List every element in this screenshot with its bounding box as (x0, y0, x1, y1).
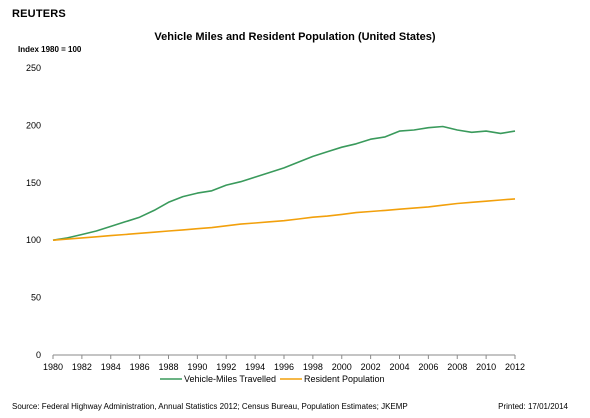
x-tick-label: 1998 (303, 362, 323, 372)
x-tick-label: 2010 (476, 362, 496, 372)
x-tick-label: 2004 (389, 362, 409, 372)
legend-label: Resident Population (304, 374, 385, 384)
x-tick-label: 2012 (505, 362, 525, 372)
brand-logo: REUTERS (12, 8, 66, 20)
x-tick-label: 1982 (72, 362, 92, 372)
y-tick-label: 250 (26, 63, 41, 73)
x-tick-label: 2006 (418, 362, 438, 372)
x-tick-label: 1990 (187, 362, 207, 372)
x-tick-label: 1992 (216, 362, 236, 372)
y-tick-label: 200 (26, 120, 41, 130)
x-tick-label: 2000 (332, 362, 352, 372)
y-tick-label: 50 (31, 293, 41, 303)
x-tick-label: 1980 (43, 362, 63, 372)
series-line-vehicle-miles (52, 125, 516, 241)
x-tick-label: 2002 (361, 362, 381, 372)
legend-label: Vehicle-Miles Travelled (184, 374, 276, 384)
printed-date: Printed: 17/01/2014 (498, 402, 568, 411)
series-line-population (52, 198, 516, 241)
index-note: Index 1980 = 100 (18, 45, 82, 54)
chart-title: Vehicle Miles and Resident Population (U… (154, 31, 436, 43)
x-tick-label: 1994 (245, 362, 265, 372)
y-tick-label: 0 (36, 350, 41, 360)
x-tick-label: 1984 (101, 362, 121, 372)
x-tick-label: 1986 (130, 362, 150, 372)
y-tick-label: 100 (26, 235, 41, 245)
y-tick-label: 150 (26, 178, 41, 188)
chart-legend: Vehicle-Miles Travelled Resident Populati… (160, 374, 385, 384)
source-note: Source: Federal Highway Administration, … (12, 402, 408, 411)
x-tick-label: 2008 (447, 362, 467, 372)
chart-axes: 0 50 100 150 200 250 1980 1982 1984 1986 1988 1990 1… (26, 63, 525, 372)
x-tick-label: 1996 (274, 362, 294, 372)
series-layer (52, 125, 516, 241)
x-tick-label: 1988 (158, 362, 178, 372)
